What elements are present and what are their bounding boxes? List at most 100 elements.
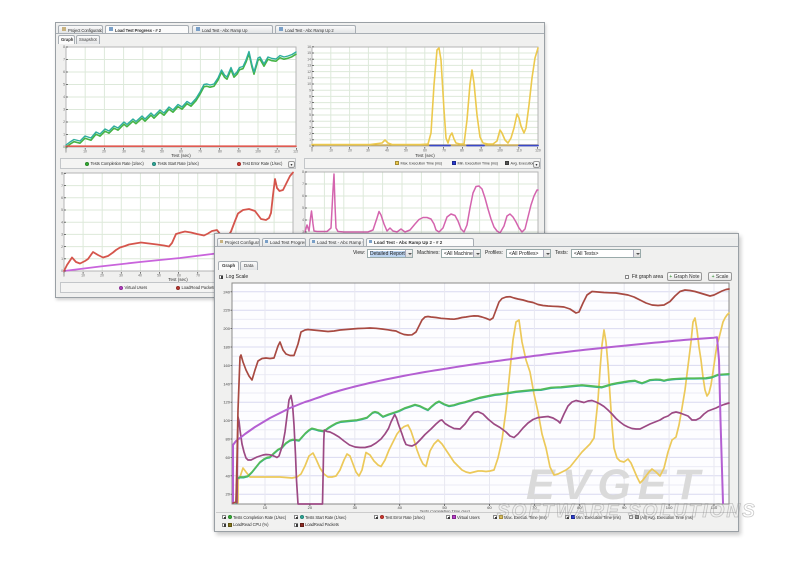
svg-text:60: 60: [177, 274, 181, 278]
svg-text:3: 3: [63, 108, 65, 112]
svg-text:10: 10: [329, 149, 333, 153]
svg-text:6: 6: [61, 196, 63, 200]
svg-text:90: 90: [622, 505, 627, 510]
svg-text:60: 60: [179, 150, 183, 154]
svg-text:11: 11: [307, 76, 311, 80]
svg-text:30: 30: [366, 149, 370, 153]
svg-text:160: 160: [223, 363, 230, 368]
svg-text:240: 240: [223, 289, 230, 294]
svg-text:8: 8: [63, 45, 65, 49]
svg-text:3: 3: [302, 230, 304, 234]
svg-text:5: 5: [309, 113, 311, 117]
svg-text:110: 110: [516, 149, 522, 153]
svg-text:80: 80: [460, 149, 464, 153]
svg-text:Test (sec): Test (sec): [171, 153, 191, 158]
svg-text:6: 6: [63, 70, 65, 74]
svg-text:40: 40: [397, 505, 402, 510]
svg-text:8: 8: [302, 170, 304, 174]
svg-text:20: 20: [308, 505, 313, 510]
svg-text:4: 4: [309, 119, 311, 123]
svg-text:40: 40: [385, 149, 389, 153]
svg-text:2: 2: [63, 120, 65, 124]
svg-text:EVGET: EVGET: [526, 461, 707, 509]
svg-text:60: 60: [226, 455, 231, 460]
svg-text:5: 5: [61, 208, 63, 212]
svg-text:110: 110: [274, 150, 280, 154]
svg-text:30: 30: [122, 150, 126, 154]
svg-text:0: 0: [309, 144, 311, 148]
svg-text:2: 2: [309, 132, 311, 136]
svg-text:14: 14: [307, 57, 311, 61]
svg-text:220: 220: [223, 308, 230, 313]
svg-text:4: 4: [61, 220, 63, 224]
svg-text:7: 7: [309, 101, 311, 105]
svg-text:60: 60: [487, 505, 492, 510]
svg-text:200: 200: [223, 326, 230, 331]
svg-text:10: 10: [263, 505, 268, 510]
svg-text:5: 5: [302, 206, 304, 210]
svg-text:100: 100: [666, 505, 673, 510]
svg-text:7: 7: [302, 182, 304, 186]
svg-text:110: 110: [711, 505, 718, 510]
svg-text:10: 10: [81, 274, 85, 278]
svg-text:1: 1: [309, 138, 311, 142]
svg-text:10: 10: [83, 150, 87, 154]
svg-text:6: 6: [302, 194, 304, 198]
svg-text:8: 8: [61, 172, 63, 176]
svg-text:100: 100: [497, 149, 503, 153]
svg-text:7: 7: [61, 184, 63, 188]
svg-text:50: 50: [160, 150, 164, 154]
svg-text:15: 15: [307, 51, 311, 55]
svg-text:0: 0: [63, 274, 65, 278]
svg-text:1: 1: [61, 257, 63, 261]
svg-text:50: 50: [442, 505, 447, 510]
svg-text:50: 50: [404, 149, 408, 153]
svg-text:12: 12: [307, 70, 311, 74]
svg-text:80: 80: [218, 150, 222, 154]
svg-text:10: 10: [307, 82, 311, 86]
svg-text:30: 30: [353, 505, 358, 510]
svg-text:7: 7: [63, 58, 65, 62]
svg-text:70: 70: [442, 149, 446, 153]
svg-text:4: 4: [63, 95, 65, 99]
svg-text:3: 3: [61, 233, 63, 237]
svg-text:20: 20: [226, 492, 231, 497]
svg-text:60: 60: [423, 149, 427, 153]
svg-text:90: 90: [479, 149, 483, 153]
svg-text:16: 16: [307, 45, 311, 49]
svg-text:40: 40: [141, 150, 145, 154]
svg-text:6: 6: [309, 107, 311, 111]
svg-text:120: 120: [223, 400, 230, 405]
svg-text:0: 0: [311, 149, 313, 153]
svg-text:8: 8: [309, 95, 311, 99]
svg-text:40: 40: [226, 473, 231, 478]
svg-text:4: 4: [302, 218, 304, 222]
svg-text:Tests Completion Time (sec): Tests Completion Time (sec): [420, 509, 471, 514]
svg-text:Test (sec): Test (sec): [168, 277, 188, 282]
svg-text:0: 0: [63, 145, 65, 149]
svg-text:2: 2: [61, 245, 63, 249]
svg-text:120: 120: [293, 150, 298, 154]
svg-text:180: 180: [223, 345, 230, 350]
svg-text:20: 20: [348, 149, 352, 153]
svg-text:140: 140: [223, 381, 230, 386]
svg-text:120: 120: [535, 149, 541, 153]
svg-text:13: 13: [307, 64, 311, 68]
svg-text:90: 90: [237, 150, 241, 154]
svg-text:70: 70: [196, 274, 200, 278]
svg-text:0: 0: [61, 269, 63, 273]
svg-text:70: 70: [198, 150, 202, 154]
svg-text:40: 40: [138, 274, 142, 278]
svg-text:30: 30: [119, 274, 123, 278]
svg-text:80: 80: [226, 437, 231, 442]
svg-text:3: 3: [309, 126, 311, 130]
svg-text:100: 100: [223, 418, 230, 423]
svg-text:80: 80: [577, 505, 582, 510]
svg-text:70: 70: [532, 505, 537, 510]
svg-text:20: 20: [100, 274, 104, 278]
svg-text:0: 0: [65, 150, 67, 154]
svg-text:5: 5: [63, 83, 65, 87]
svg-text:9: 9: [309, 88, 311, 92]
svg-text:100: 100: [255, 150, 261, 154]
svg-text:1: 1: [63, 133, 65, 137]
